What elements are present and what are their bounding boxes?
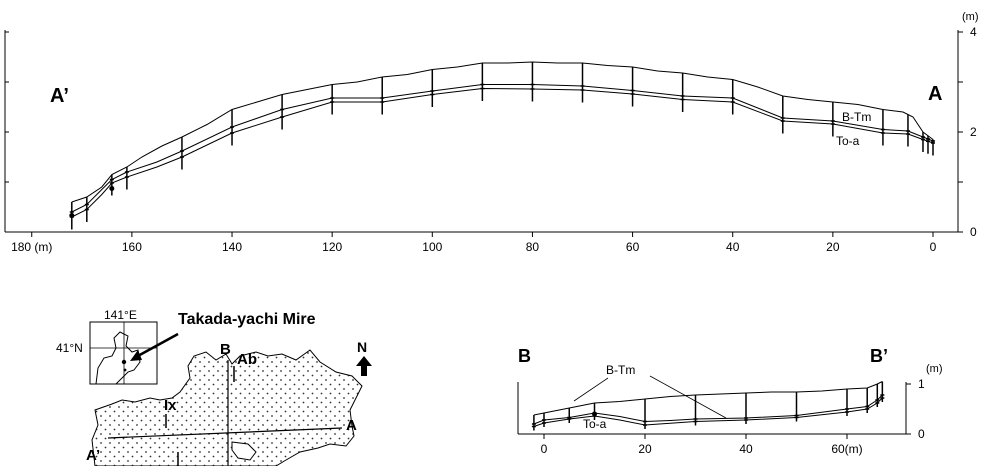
- profile-b-right-label: B’: [870, 346, 888, 366]
- profile-a-btm-label: B-Tm: [842, 110, 871, 124]
- profile-b-y-ticks: 01: [906, 377, 925, 441]
- profile-b-left-label: B: [518, 346, 531, 366]
- core-dot: [592, 411, 597, 417]
- transect-a-line: [107, 427, 343, 439]
- y-tick-label: 0: [918, 427, 925, 441]
- north-arrow: N: [356, 339, 372, 376]
- profile-a-core-lines: [71, 62, 934, 230]
- x-tick-label: 60: [626, 240, 640, 254]
- x-tick-label: 40: [739, 442, 753, 456]
- x-tick-label: 0: [541, 442, 548, 456]
- x-tick-label: 0: [930, 240, 937, 254]
- x-tick-label: 120: [322, 240, 342, 254]
- y-tick-label: 4: [970, 25, 977, 39]
- map-label-b: B: [220, 341, 231, 358]
- inset-site-dot: [121, 359, 127, 365]
- y-tick-label: 0: [970, 225, 977, 239]
- profile-b-unit-label: (m): [926, 363, 943, 375]
- profile-b-btm-layer-line: [533, 394, 883, 425]
- profile-a-toa-label: To-a: [836, 134, 860, 148]
- x-tick-label: 80: [526, 240, 540, 254]
- profile-a-y-ticks: 0 2 4: [5, 25, 977, 239]
- profile-b-toa-label: To-a: [583, 417, 607, 431]
- x-tick-label: 20: [638, 442, 652, 456]
- location-inset: 141°E 41°N Takada-yachi Mire: [56, 308, 316, 385]
- core-dot: [69, 213, 75, 218]
- map-label-ab: Ab: [237, 351, 257, 368]
- profile-b-btm-label: B-Tm: [606, 363, 635, 377]
- profile-b-core-lines: [533, 381, 884, 431]
- site-arrow-line: [135, 332, 179, 359]
- x-tick-label: 140: [222, 240, 242, 254]
- profile-a-toa-layer-line: [71, 87, 934, 218]
- profile-a-section: 180 (m) 160 140 120 100 80 60 40 20 0 024 (m) A’ …: [4, 11, 979, 254]
- map-label-ix: Ix: [164, 397, 177, 414]
- mire-area: [91, 349, 363, 466]
- x-tick-label: 40: [726, 240, 740, 254]
- inset-site-dot-2: [123, 368, 127, 372]
- north-arrow-icon: [356, 356, 372, 376]
- x-tick-label: 60(m): [831, 442, 862, 456]
- profile-b-section: 0 20 40 60(m) 01 (m) B B’ B-Tm To-a: [517, 346, 943, 456]
- north-label: N: [357, 339, 367, 355]
- profile-a-surface-line: [71, 61, 934, 203]
- profile-a-x-ticks: 180 (m) 160 140 120 100 80 60 40 20 0: [11, 232, 937, 254]
- inset-frame: [89, 321, 158, 385]
- profile-b-btm-leader-1: [573, 377, 609, 402]
- x-tick-label: 160: [122, 240, 142, 254]
- profile-b-core-points: [531, 394, 885, 428]
- profile-b-x-ticks: 0 20 40 60(m): [541, 434, 863, 456]
- map-label-a: A: [346, 417, 357, 434]
- y-tick-label: 2: [970, 125, 977, 139]
- profile-b-surface-line: [533, 381, 883, 416]
- x-tick-label: 180 (m): [11, 240, 52, 254]
- map-label-a-prime: A’: [86, 447, 100, 464]
- inset-coastline: [95, 331, 141, 385]
- profile-a-left-label: A’: [50, 85, 69, 107]
- site-arrow-head: [130, 350, 142, 361]
- inset-lon-label: 141°E: [104, 308, 137, 322]
- inset-lat-label: 41°N: [56, 341, 83, 355]
- mire-gap: [231, 441, 257, 461]
- profile-b-btm-leader-2: [649, 375, 727, 419]
- y-tick-label: 1: [918, 377, 925, 391]
- site-map: B Ab Ix A A’: [86, 341, 363, 466]
- x-tick-label: 100: [422, 240, 442, 254]
- site-name: Takada-yachi Mire: [178, 311, 316, 328]
- core-dot: [109, 186, 115, 191]
- profile-a-core-points: [69, 83, 935, 218]
- profile-a-btm-layer-line: [71, 84, 934, 213]
- x-tick-label: 20: [826, 240, 840, 254]
- profile-a-unit-label: (m): [962, 11, 979, 23]
- profile-a-right-label: A: [928, 83, 942, 105]
